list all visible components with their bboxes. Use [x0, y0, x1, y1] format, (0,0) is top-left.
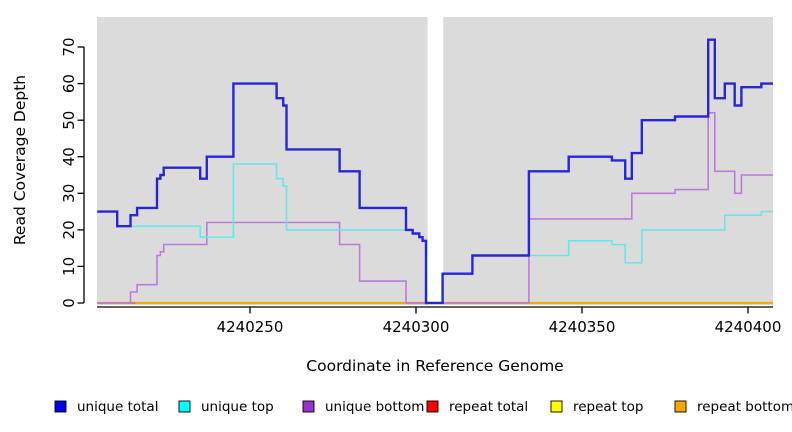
legend-item-repeat-total: repeat total: [426, 399, 528, 415]
legend-swatch-repeat-bottom: [674, 400, 687, 413]
y-tick-label: 10: [60, 257, 78, 276]
legend-swatch-unique-bottom: [302, 400, 315, 413]
series-line-unique-total: [97, 38, 773, 305]
series-line-unique-bottom: [97, 112, 773, 304]
coverage-gap-band: [427, 17, 444, 305]
legend-item-unique-top: unique top: [178, 399, 274, 415]
y-tick-label: 40: [60, 147, 78, 166]
y-tick-label: 70: [60, 37, 78, 56]
y-tick-label: 20: [60, 220, 78, 239]
legend-item-unique-total: unique total: [54, 399, 158, 415]
legend-label: unique top: [201, 399, 274, 415]
x-tick-label: 4240350: [549, 318, 616, 336]
x-axis-label: Coordinate in Reference Genome: [306, 357, 563, 375]
y-tick-label: 0: [60, 298, 78, 308]
legend-label: repeat total: [449, 399, 528, 415]
legend-item-repeat-bottom: repeat bottom: [674, 399, 792, 415]
legend-label: unique bottom: [325, 399, 424, 415]
legend-swatch-repeat-total: [426, 400, 439, 413]
legend-label: repeat top: [573, 399, 643, 415]
x-tick-label: 4240300: [383, 318, 450, 336]
legend-item-unique-bottom: unique bottom: [302, 399, 424, 415]
y-axis-label: Read Coverage Depth: [11, 75, 29, 245]
legend-swatch-unique-top: [178, 400, 191, 413]
y-tick-label: 60: [60, 74, 78, 93]
legend-swatch-unique-total: [54, 400, 67, 413]
x-tick-label: 4240400: [715, 318, 782, 336]
y-tick-label: 30: [60, 184, 78, 203]
x-tick-label: 4240250: [217, 318, 284, 336]
y-tick-label: 50: [60, 111, 78, 130]
legend-item-repeat-top: repeat top: [550, 399, 643, 415]
legend-label: repeat bottom: [697, 399, 792, 415]
legend-label: unique total: [77, 399, 158, 415]
legend-swatch-repeat-top: [550, 400, 563, 413]
